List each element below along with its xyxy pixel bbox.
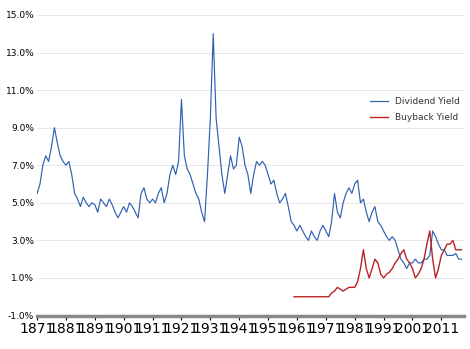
Dividend Yield [337,216,343,220]
Buyback Yield [459,248,464,252]
Buyback Yield [427,229,432,233]
Buyback Yield [317,295,323,299]
Dividend Yield [34,191,40,195]
Dividend Yield [211,32,216,36]
Dividend Yield [404,267,409,271]
Dividend Yield [459,257,464,261]
Buyback Yield [378,272,384,276]
Buyback Yield [335,285,340,289]
Dividend Yield [63,163,69,167]
Buyback Yield [297,295,303,299]
Line: Buyback Yield: Buyback Yield [294,231,462,297]
Buyback Yield [291,295,297,299]
Legend: Dividend Yield, Buyback Yield: Dividend Yield, Buyback Yield [370,97,460,122]
Buyback Yield [413,276,418,280]
Dividend Yield [297,223,303,228]
Dividend Yield [115,216,121,220]
Buyback Yield [309,295,314,299]
Dividend Yield [239,144,245,149]
Dividend Yield [248,191,254,195]
Line: Dividend Yield: Dividend Yield [37,34,462,269]
